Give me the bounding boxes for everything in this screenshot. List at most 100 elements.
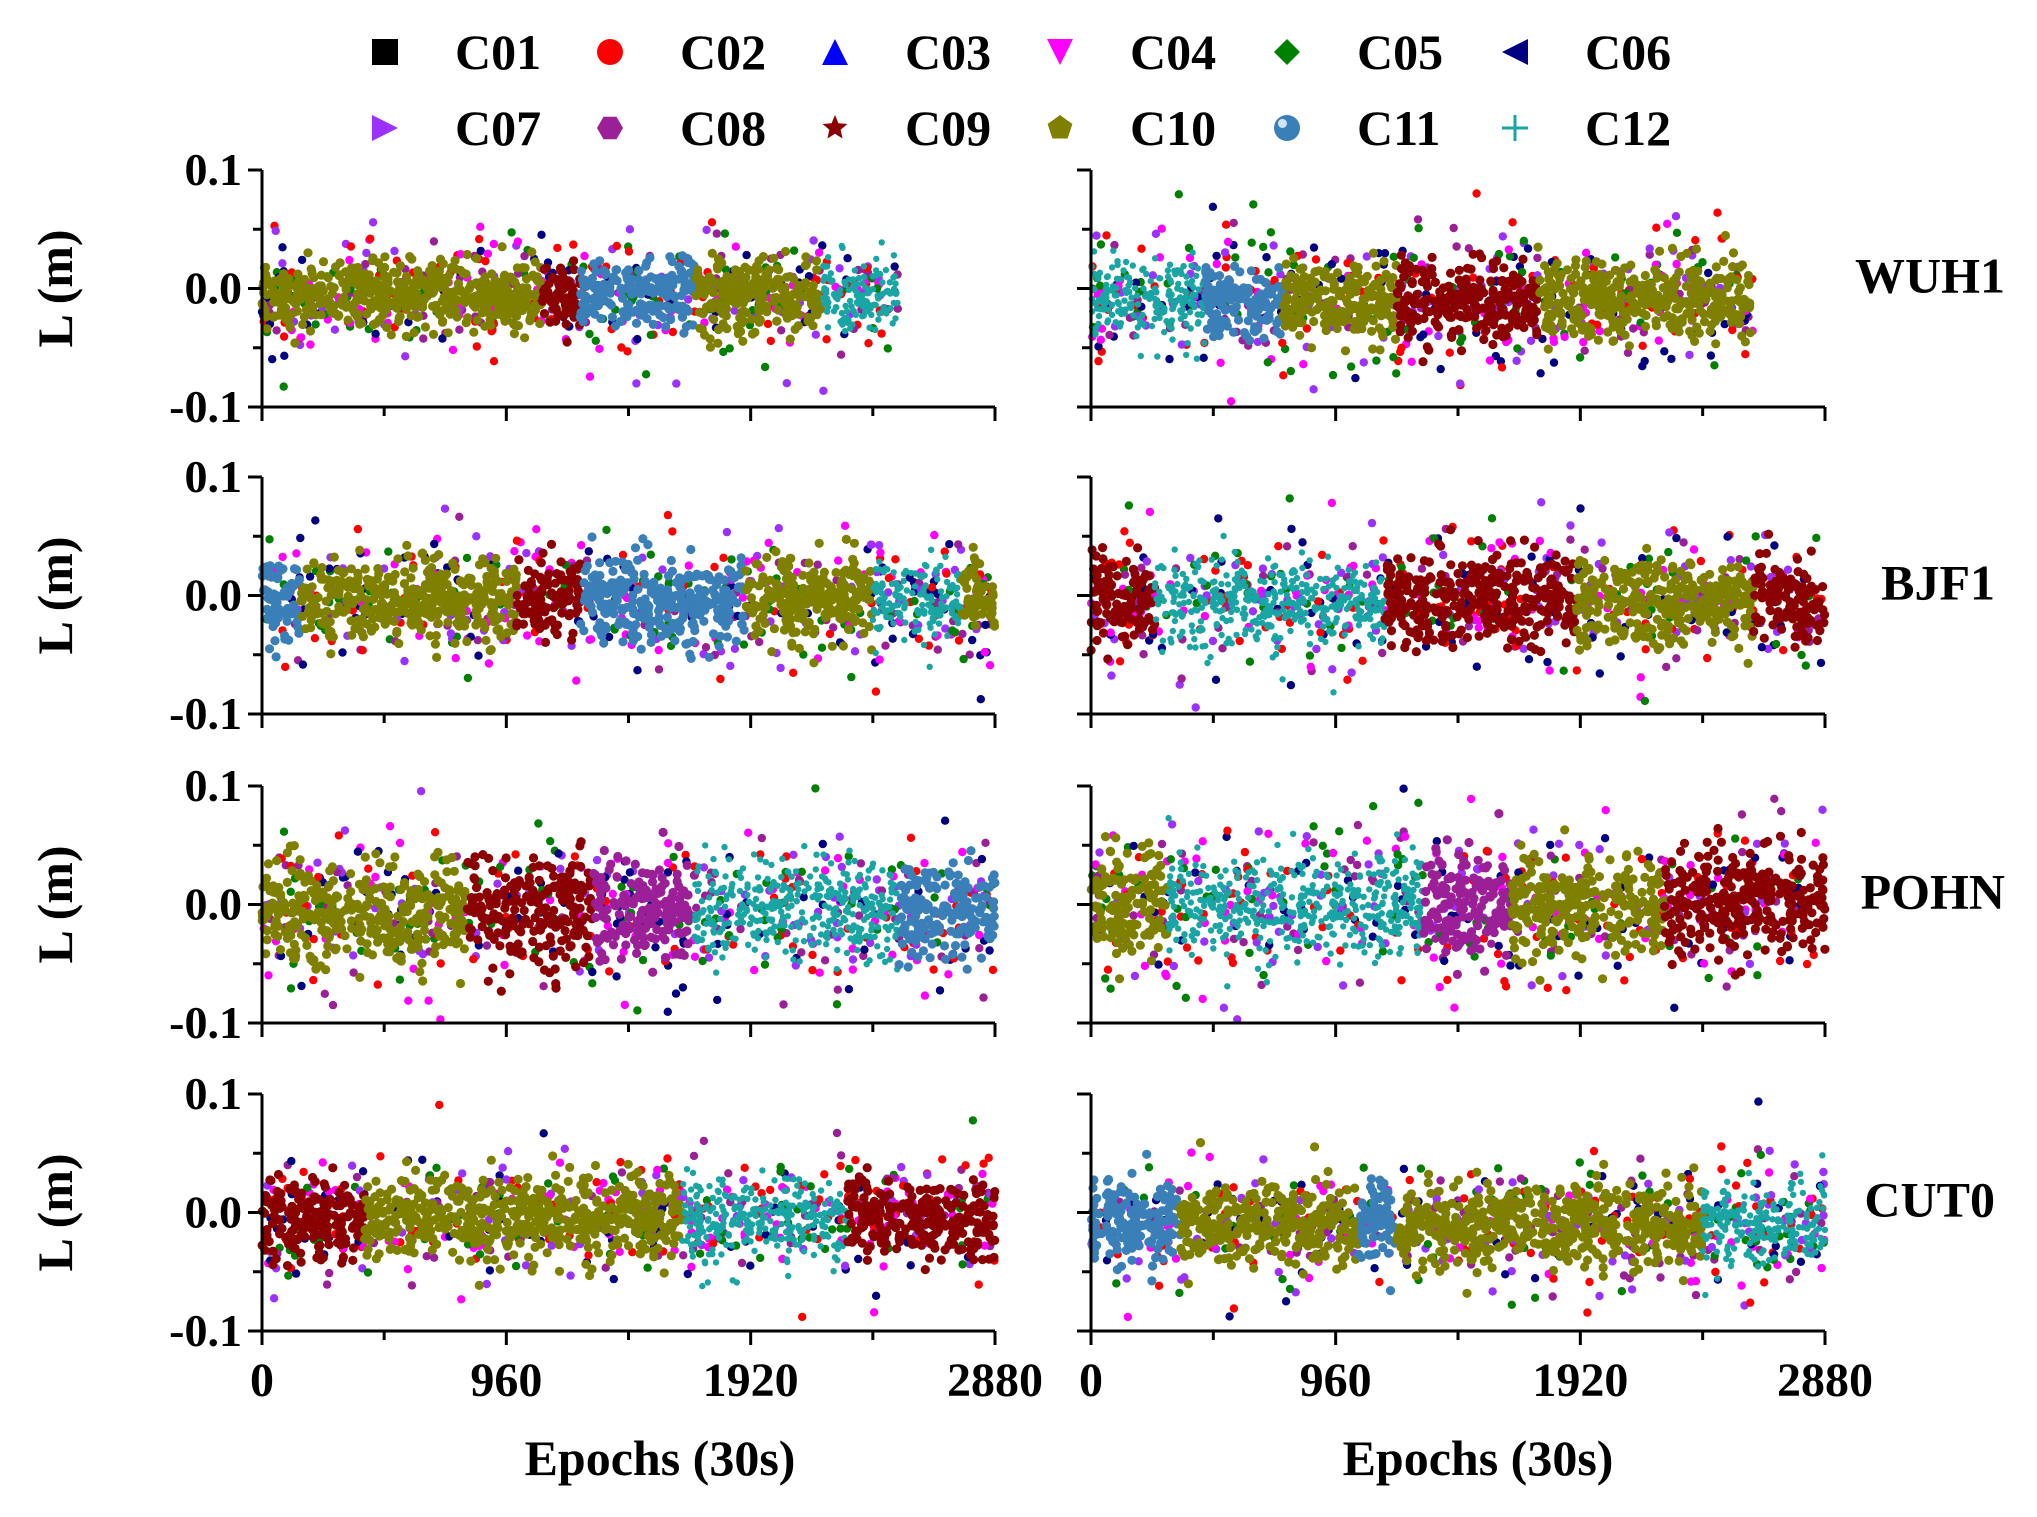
point-c06 (430, 539, 439, 549)
point-c04 (580, 251, 589, 261)
point-c11 (579, 626, 589, 636)
point-c10 (1711, 339, 1721, 349)
point-c09 (565, 567, 575, 577)
point-c04 (1672, 259, 1681, 269)
point-c09 (1468, 249, 1478, 259)
point-c11 (595, 558, 605, 568)
point-c10 (529, 308, 539, 318)
point-c11 (289, 564, 300, 574)
point-c02 (1221, 263, 1231, 272)
point-c10 (1376, 284, 1386, 294)
point-c10 (271, 289, 281, 299)
point-c12 (870, 301, 877, 308)
point-c10 (466, 293, 476, 303)
point-c04 (576, 541, 586, 550)
point-c02 (1102, 231, 1111, 240)
point-c04 (1216, 358, 1225, 367)
point-c05 (279, 382, 288, 391)
point-c11 (582, 561, 592, 571)
point-c12 (1177, 315, 1185, 322)
point-c10 (299, 592, 309, 602)
point-c09 (1454, 325, 1464, 335)
point-c10 (462, 249, 472, 260)
point-c09 (1444, 310, 1454, 321)
point-c02 (624, 247, 634, 256)
point-c12 (1128, 301, 1135, 308)
point-c02 (481, 256, 490, 266)
point-c12 (1139, 311, 1146, 319)
point-c12 (842, 302, 849, 310)
point-c05 (719, 347, 728, 357)
point-c02 (475, 234, 484, 244)
point-c08 (1449, 223, 1458, 233)
point-c10 (381, 271, 392, 282)
point-c04 (684, 561, 693, 570)
point-c10 (487, 269, 497, 279)
point-c12 (1183, 320, 1190, 328)
point-c11 (605, 288, 616, 298)
point-c09 (536, 619, 547, 629)
point-c06 (268, 355, 277, 364)
point-c10 (475, 283, 485, 293)
point-c08 (419, 334, 428, 343)
point-c11 (584, 581, 595, 591)
point-c12 (860, 312, 867, 319)
point-c10 (316, 281, 326, 291)
point-c10 (1295, 330, 1305, 340)
point-c10 (362, 273, 372, 283)
point-c07 (1434, 331, 1443, 341)
point-c10 (509, 564, 519, 574)
point-c10 (1370, 305, 1380, 315)
point-c09 (540, 637, 551, 648)
point-c07 (368, 218, 378, 227)
point-c10 (794, 643, 804, 654)
point-c09 (561, 319, 571, 329)
point-c10 (457, 578, 467, 588)
point-c04 (451, 653, 460, 663)
point-c11 (1233, 315, 1244, 325)
point-c10 (409, 328, 419, 338)
point-c12 (869, 286, 877, 293)
point-c08 (1629, 324, 1638, 333)
point-c12 (853, 292, 861, 299)
point-c09 (1407, 279, 1417, 289)
point-c10 (848, 599, 858, 609)
point-c10 (347, 630, 357, 640)
point-c05 (646, 330, 655, 340)
point-c10 (782, 301, 792, 311)
point-c12 (1168, 291, 1175, 298)
point-c11 (731, 636, 741, 646)
point-c10 (337, 295, 347, 305)
point-c11 (1207, 299, 1217, 309)
point-c10 (312, 291, 322, 301)
point-c09 (1492, 256, 1502, 266)
point-c10 (1296, 277, 1306, 287)
point-c11 (1228, 327, 1239, 337)
point-c10 (1608, 336, 1618, 346)
point-c10 (330, 609, 340, 619)
point-c12 (1198, 311, 1206, 319)
point-c10 (836, 580, 846, 591)
point-c10 (718, 309, 728, 319)
point-c10 (1637, 294, 1647, 304)
point-c09 (1454, 265, 1464, 275)
point-c09 (1496, 292, 1506, 302)
point-c09 (1443, 292, 1453, 303)
point-c12 (1164, 267, 1172, 274)
point-c10 (401, 271, 412, 281)
point-c09 (1519, 293, 1529, 303)
point-c10 (1682, 248, 1692, 258)
point-c12 (1108, 301, 1116, 308)
point-c12 (849, 276, 857, 283)
point-c10 (448, 291, 458, 301)
point-c12 (1201, 339, 1208, 347)
point-c10 (437, 583, 447, 593)
point-c10 (502, 287, 512, 297)
point-c10 (708, 287, 718, 298)
point-c09 (1497, 306, 1507, 316)
point-c07 (1685, 350, 1694, 360)
point-c12 (832, 304, 840, 311)
legend-marker-c04 (1047, 39, 1073, 65)
point-c12 (1195, 286, 1203, 293)
point-c12 (1112, 319, 1120, 326)
